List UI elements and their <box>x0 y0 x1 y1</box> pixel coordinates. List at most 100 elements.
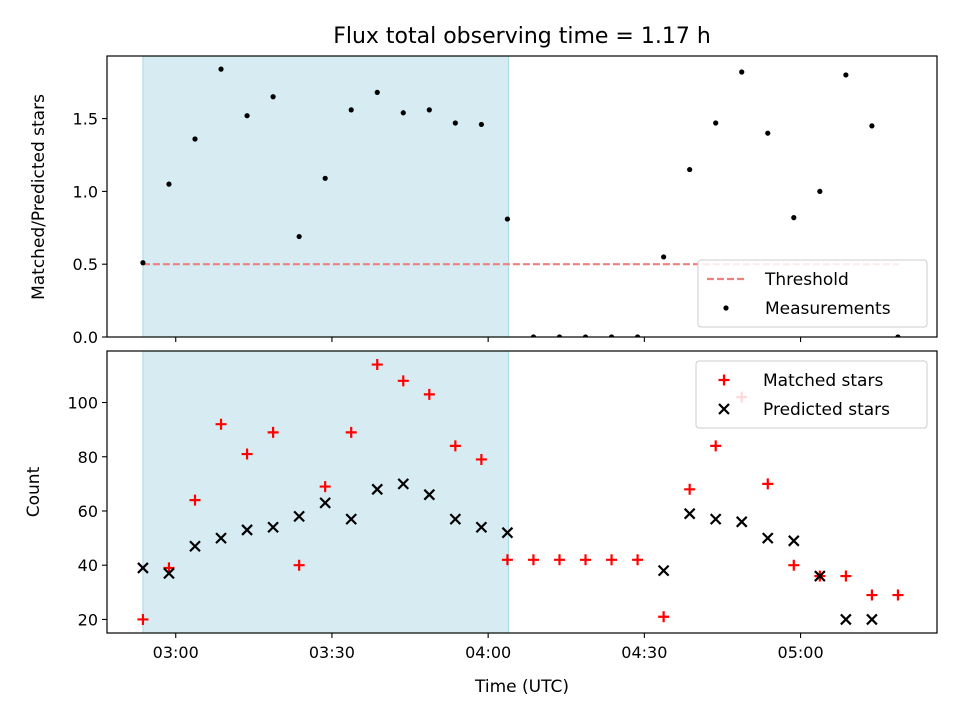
measurement-point <box>400 110 406 116</box>
measurement-point <box>843 72 849 78</box>
bottom-y-axis-label: Count <box>24 466 44 517</box>
predicted-stars-marker <box>840 613 852 626</box>
predicted-stars-marker <box>788 535 800 547</box>
x-tick-label: 04:00 <box>465 643 511 662</box>
predicted-stars-marker <box>475 521 488 534</box>
predicted-stars-marker <box>319 497 331 509</box>
matched-stars-marker <box>137 613 149 625</box>
predicted-stars-marker <box>709 513 722 525</box>
matched-stars-marker <box>866 589 878 601</box>
legend-box <box>695 360 928 429</box>
measurement-point <box>530 334 537 337</box>
matched-stars-marker <box>892 589 904 601</box>
measurement-point <box>608 334 615 337</box>
predicted-stars-marker <box>345 513 357 525</box>
y-tick-label: 1.0 <box>73 182 98 201</box>
legend-label: Matched stars <box>763 371 883 391</box>
matched-stars-marker <box>788 559 800 571</box>
predicted-stars-marker <box>683 507 696 520</box>
measurement-point <box>296 233 302 240</box>
legend-matched-swatch <box>718 374 730 386</box>
measurement-point <box>791 215 797 221</box>
predicted-stars-marker <box>657 564 670 577</box>
matched-stars-marker <box>632 554 644 566</box>
predicted-stars-marker <box>735 516 748 528</box>
matched-stars-marker <box>371 359 383 371</box>
measurement-point <box>634 334 641 337</box>
matched-stars-marker <box>397 375 409 387</box>
x-tick-label: 05:00 <box>778 643 824 662</box>
figure-title: Flux total observing time = 1.17 h <box>333 24 711 49</box>
predicted-stars-marker <box>267 521 279 534</box>
plot-area <box>140 56 901 337</box>
predicted-stars-marker <box>163 567 175 580</box>
predicted-stars-marker <box>449 513 462 525</box>
matched-stars-marker <box>553 554 565 566</box>
matched-stars-marker <box>684 483 696 495</box>
axes-frame <box>106 55 938 338</box>
x-tick-label: 03:00 <box>153 643 199 662</box>
top-y-axis-label: Matched/Predicted stars <box>29 94 49 300</box>
x-tick-label: 04:30 <box>621 643 667 662</box>
predicted-stars-marker <box>423 488 436 501</box>
predicted-stars-marker <box>189 540 201 553</box>
y-tick-label: 20 <box>78 610 98 629</box>
plot-area <box>137 351 904 633</box>
matched-stars-marker <box>319 481 331 493</box>
matched-stars-marker <box>475 453 487 465</box>
matched-stars-marker <box>267 426 279 438</box>
top-panel-matched-predicted-ratio: 0.0 0.5 1.0 1.5 Threshold Measurements <box>73 55 938 347</box>
legend: Threshold Measurements <box>697 259 928 328</box>
predicted-stars-marker <box>501 526 514 539</box>
measurement-point <box>452 120 458 126</box>
legend-label: Predicted stars <box>763 400 890 420</box>
matched-stars-marker <box>527 554 539 566</box>
predicted-stars-marker <box>397 478 410 490</box>
measurement-point <box>713 120 719 126</box>
measurement-point <box>374 89 380 95</box>
y-tick-label: 60 <box>78 502 98 521</box>
legend-measurement-swatch <box>723 305 729 311</box>
measurement-point <box>582 334 589 337</box>
predicted-stars-marker <box>137 562 149 574</box>
axes-frame <box>106 350 938 634</box>
matched-stars-marker <box>241 448 253 460</box>
legend-label: Measurements <box>765 299 891 319</box>
matched-stars-marker <box>449 440 461 452</box>
legend-label: Threshold <box>764 270 849 290</box>
predicted-stars-marker <box>371 483 384 496</box>
measurement-point <box>478 121 484 128</box>
matched-stars-marker <box>658 611 670 623</box>
matched-stars-marker <box>710 440 722 452</box>
legend: Matched stars Predicted stars <box>695 360 928 429</box>
y-tick-label: 80 <box>78 448 98 467</box>
measurement-point <box>687 166 693 173</box>
y-tick-label: 1.5 <box>73 110 98 129</box>
predicted-stars-marker <box>215 532 227 544</box>
predicted-stars-marker <box>293 510 305 523</box>
legend-predicted-swatch <box>718 403 730 415</box>
matched-stars-marker <box>189 494 201 506</box>
measurement-point <box>869 123 875 129</box>
x-tick-label: 03:30 <box>309 643 355 662</box>
predicted-stars-marker <box>814 570 826 582</box>
measurement-point <box>244 113 250 119</box>
matched-stars-marker <box>762 478 774 490</box>
measurement-point <box>348 107 354 113</box>
measurement-point <box>739 69 745 75</box>
measurement-point <box>661 254 667 260</box>
measurement-point <box>426 107 432 113</box>
measurement-point <box>218 66 224 72</box>
measurement-point <box>556 334 563 337</box>
y-tick-label: 100 <box>67 394 98 413</box>
measurement-point <box>765 130 771 136</box>
measurement-point <box>504 216 511 222</box>
predicted-stars-marker <box>866 613 878 626</box>
matched-stars-marker <box>840 570 852 582</box>
measurement-point <box>192 136 198 142</box>
y-tick-label: 40 <box>78 556 98 575</box>
matched-stars-marker <box>215 418 227 430</box>
observing-interval-shade <box>142 56 509 337</box>
matched-stars-marker <box>606 554 618 566</box>
predicted-stars-marker <box>761 532 774 544</box>
